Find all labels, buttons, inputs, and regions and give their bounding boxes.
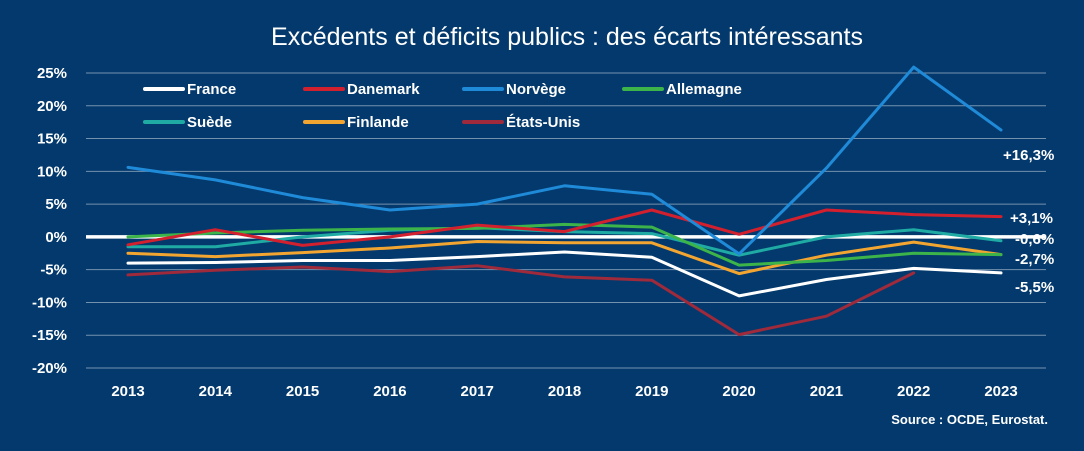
series-line-6	[126, 264, 916, 337]
x-tick-label: 2017	[461, 383, 494, 400]
end-value-label: -5,5%	[1015, 279, 1054, 296]
legend-label: États-Unis	[506, 114, 580, 131]
x-tick-label: 2022	[897, 383, 930, 400]
series-line-0	[126, 250, 1003, 298]
y-tick-label: 25%	[37, 65, 67, 82]
legend-label: France	[187, 81, 236, 98]
x-tick-label: 2020	[722, 383, 755, 400]
x-tick-label: 2013	[111, 383, 144, 400]
chart-title: Excédents et déficits publics : des écar…	[271, 23, 863, 51]
series-line-2	[126, 65, 1003, 256]
series-line-1	[126, 208, 1003, 247]
y-tick-label: 10%	[37, 163, 67, 180]
y-tick-label: -20%	[32, 360, 67, 377]
y-tick-label: 0%	[45, 229, 67, 246]
y-tick-label: -10%	[32, 294, 67, 311]
y-tick-label: -15%	[32, 327, 67, 344]
series-line-5	[126, 240, 1003, 276]
end-value-label: +3,1%	[1010, 210, 1053, 227]
y-tick-label: 20%	[37, 98, 67, 115]
series-line-3	[126, 222, 1003, 267]
x-tick-label: 2014	[199, 383, 233, 400]
end-value-label: +16,3%	[1003, 147, 1054, 164]
legend-label: Suède	[187, 114, 232, 131]
y-tick-label: -5%	[40, 262, 67, 279]
x-tick-label: 2023	[984, 383, 1017, 400]
y-axis-ticks: 25% 20% 15% 10% 5% 0% -5% -10% -15% -20%	[32, 65, 67, 377]
x-tick-label: 2015	[286, 383, 319, 400]
legend-label: Finlande	[347, 114, 409, 131]
x-axis-ticks: 2013 2014 2015 2016 2017 2018 2019 2020 2021 2022…	[111, 383, 1017, 400]
x-tick-label: 2019	[635, 383, 668, 400]
source-note: Source : OCDE, Eurostat.	[891, 412, 1048, 427]
y-tick-label: 5%	[45, 196, 67, 213]
end-value-label: -0,6%	[1015, 231, 1054, 248]
legend: France Danemark Norvège Allemagne Suède Finla…	[143, 81, 742, 131]
x-tick-label: 2016	[373, 383, 406, 400]
legend-label: Allemagne	[666, 81, 742, 98]
end-value-label: -2,7%	[1015, 251, 1054, 268]
x-tick-label: 2021	[810, 383, 843, 400]
x-tick-label: 2018	[548, 383, 581, 400]
legend-label: Danemark	[347, 81, 420, 98]
series-lines	[126, 65, 1003, 337]
y-tick-label: 15%	[37, 131, 67, 148]
legend-label: Norvège	[506, 81, 566, 98]
end-labels: -5,5% +3,1% +16,3% -2,7% -0,6%	[1003, 147, 1054, 296]
